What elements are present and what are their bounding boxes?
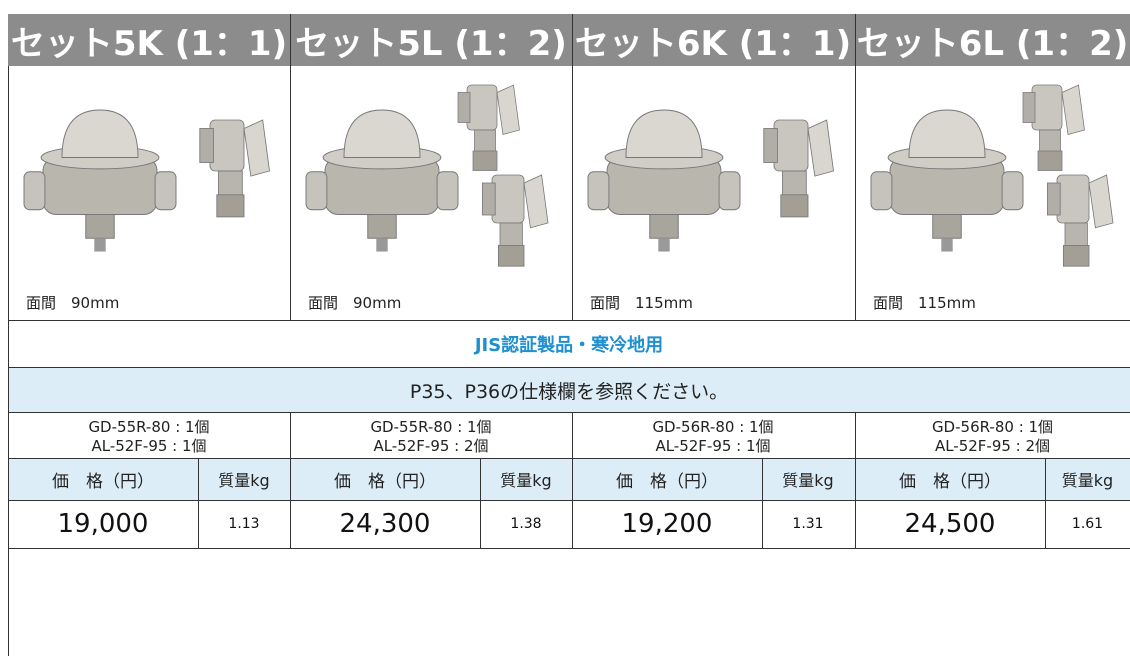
column-border: [290, 412, 291, 548]
mass: 1.31: [792, 516, 824, 532]
mass: 1.38: [510, 516, 542, 532]
rule: [8, 412, 1130, 413]
price-header: 価 格（円）: [616, 471, 718, 492]
column-title: セット5L (1：2): [295, 23, 567, 64]
rule: [8, 500, 1130, 501]
mass-header: 質量kg: [1061, 471, 1114, 490]
product-image: [870, 84, 1114, 267]
column-border: [572, 412, 573, 548]
price-header: 価 格（円）: [334, 471, 436, 492]
rule: [8, 320, 1130, 321]
column-title: セット6K (1：1): [574, 23, 852, 64]
rule: [8, 367, 1130, 368]
model: AL-52F-95 : 1個: [655, 437, 771, 455]
column-title: セット6L (1：2): [856, 23, 1129, 64]
price: 24,300: [339, 509, 431, 539]
product-image: [305, 84, 549, 267]
mass: 1.13: [228, 516, 260, 532]
left-border: [8, 66, 9, 656]
model: AL-52F-95 : 2個: [934, 437, 1051, 455]
mass-header: 質量kg: [500, 471, 552, 490]
header-row-bg: [8, 458, 1130, 500]
column-title: セット5K (1：1): [10, 23, 288, 64]
caption: 面間 115mm: [590, 294, 693, 312]
model: AL-52F-95 : 1個: [91, 437, 207, 455]
price: 24,500: [904, 509, 996, 539]
caption: 面間 115mm: [873, 294, 976, 312]
certification: JIS認証製品・寒冷地用: [474, 335, 664, 356]
price-header: 価 格（円）: [52, 471, 154, 492]
model: GD-55R-80 : 1個: [88, 418, 210, 436]
caption: 面間 90mm: [308, 294, 402, 312]
sub-border: [762, 458, 763, 548]
mass: 1.61: [1071, 516, 1104, 532]
rule: [8, 548, 1130, 549]
mass-header: 質量kg: [218, 471, 270, 490]
column-border: [572, 14, 573, 320]
mass-header: 質量kg: [782, 471, 834, 490]
price: 19,200: [621, 509, 713, 539]
price-header: 価 格（円）: [899, 471, 1001, 492]
sub-border: [198, 458, 199, 548]
column-border: [290, 14, 291, 320]
header-bar: [8, 14, 1130, 66]
column-border: [855, 14, 856, 320]
price: 19,000: [57, 509, 149, 539]
model: GD-56R-80 : 1個: [931, 418, 1054, 436]
product-image: [587, 109, 834, 252]
sub-border: [480, 458, 481, 548]
model: GD-55R-80 : 1個: [370, 418, 492, 436]
note: P35、P36の仕様欄を参照ください。: [8, 368, 1130, 412]
rule: [8, 458, 1130, 459]
sub-border: [1045, 458, 1046, 548]
model: GD-56R-80 : 1個: [652, 418, 774, 436]
caption: 面間 90mm: [26, 294, 120, 312]
column-border: [855, 412, 856, 548]
product-image: [23, 109, 270, 252]
model: AL-52F-95 : 2個: [373, 437, 489, 455]
